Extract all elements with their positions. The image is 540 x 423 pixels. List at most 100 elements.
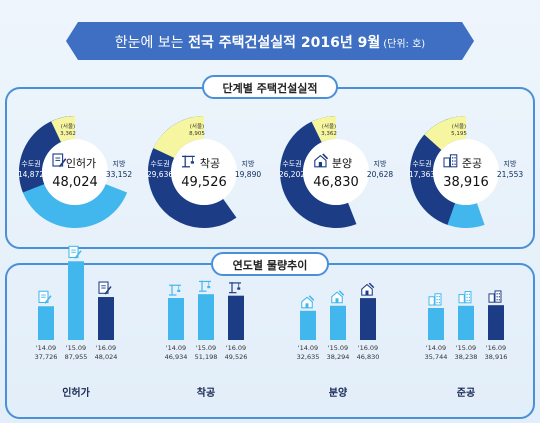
bar xyxy=(428,308,444,340)
bar-category: '14.09 xyxy=(426,344,446,352)
document-pen-icon xyxy=(38,290,52,304)
bar-value-label: 48,024 xyxy=(95,353,118,361)
seoul-label: (서울) xyxy=(452,122,466,130)
seoul-value: 8,905 xyxy=(189,131,205,137)
stage-title: 단계별 주택건설실적 xyxy=(223,81,318,95)
metro-value: 26,202 xyxy=(279,170,305,179)
title-banner: 한눈에 보는 전국 주택건설실적 2016년 9월 (단위: 호) xyxy=(66,22,474,60)
bar-category: '16.09 xyxy=(226,344,246,352)
bar-category: '16.09 xyxy=(96,344,116,352)
bar xyxy=(168,298,184,340)
local-value: 20,628 xyxy=(367,170,393,179)
bar-value-label: 87,955 xyxy=(65,353,88,361)
document-pen-icon xyxy=(52,153,67,168)
bar-value-label: 46,830 xyxy=(357,353,380,361)
metro-value: 29,636 xyxy=(147,170,173,179)
donut-label: 착공 xyxy=(200,157,220,170)
bar-group-label: 준공 xyxy=(457,387,475,399)
donut-slice-seoul xyxy=(424,116,466,150)
bar xyxy=(458,305,474,340)
local-label: 지방 xyxy=(242,159,255,168)
bar-value-label: 46,934 xyxy=(165,353,188,361)
donut-label: 준공 xyxy=(462,157,482,170)
document-pen-icon xyxy=(98,281,112,295)
bar-value-label: 49,526 xyxy=(225,353,248,361)
metro-value: 14,872 xyxy=(18,170,44,179)
donut-center xyxy=(171,139,237,205)
banner-prefix: 한눈에 보는 xyxy=(115,35,188,51)
bar-value-label: 51,198 xyxy=(195,353,218,361)
bar xyxy=(300,310,316,340)
bar-value-label: 37,726 xyxy=(35,353,58,361)
donut-total: 48,024 xyxy=(52,175,98,190)
bar-category: '14.09 xyxy=(166,344,186,352)
bar-group-label: 착공 xyxy=(197,386,215,399)
donut-2: 착공 49,526 수도권 29,636 지방 19,890 (서울)8,905 xyxy=(147,116,261,229)
donut-total: 46,830 xyxy=(313,175,359,190)
metro-label: 수도권 xyxy=(21,160,40,168)
metro-label: 수도권 xyxy=(150,160,169,168)
bar-category: '14.09 xyxy=(36,344,56,352)
donut-1: 인허가 48,024 수도권 14,872 지방 33,152 (서울)3,362 xyxy=(18,115,132,228)
bar-category: '15.09 xyxy=(456,344,476,352)
bar-group-label: 인허가 xyxy=(62,386,90,399)
donut-center xyxy=(303,139,369,205)
house-hammer-icon xyxy=(361,282,375,296)
trend-title-pill xyxy=(211,252,329,276)
bar-value-label: 32,635 xyxy=(297,353,320,361)
donut-label: 인허가 xyxy=(66,157,96,170)
donut-center xyxy=(433,139,499,205)
bar-value-label: 38,916 xyxy=(485,353,508,361)
donut-slice-metro xyxy=(410,116,466,225)
bar-value-label: 35,744 xyxy=(425,353,448,361)
metro-label: 수도권 xyxy=(282,160,301,168)
bar-value-label: 38,238 xyxy=(455,353,478,361)
donut-charts: 인허가48,024수도권14,872지방33,152(서울)3,362착공49,… xyxy=(18,115,523,229)
bar xyxy=(330,305,346,340)
seoul-value: 3,362 xyxy=(60,131,76,137)
bar-charts: '14.0937,726'15.0987,955'16.0948,024인허가'… xyxy=(35,245,508,399)
bar-category: '14.09 xyxy=(298,344,318,352)
bar-category: '15.09 xyxy=(328,344,348,352)
bar-value-label: 38,294 xyxy=(327,353,350,361)
buildings-icon xyxy=(488,290,502,303)
crane-icon xyxy=(199,280,211,292)
house-hammer-icon xyxy=(301,295,315,309)
local-label: 지방 xyxy=(504,159,517,168)
donut-3: 분양 46,830 수도권 26,202 지방 20,628 (서울)3,362 xyxy=(279,116,393,228)
crane-icon xyxy=(182,155,195,168)
bar xyxy=(228,295,244,340)
bar-group-label: 분양 xyxy=(329,387,348,399)
crane-icon xyxy=(169,284,181,296)
seoul-value: 3,362 xyxy=(321,131,337,137)
metro-value: 17,363 xyxy=(409,170,435,179)
stage-title-pill xyxy=(202,75,338,99)
seoul-label: (서울) xyxy=(61,122,75,130)
buildings-icon xyxy=(458,291,472,304)
bar-category: '16.09 xyxy=(358,344,378,352)
bar xyxy=(198,294,214,340)
local-label: 지방 xyxy=(113,159,126,168)
donut-slice-metro xyxy=(280,116,357,228)
banner-title: 한눈에 보는 전국 주택건설실적 2016년 9월 (단위: 호) xyxy=(115,34,426,51)
buildings-icon xyxy=(428,293,442,306)
bar xyxy=(38,306,54,340)
banner-shape xyxy=(66,22,474,60)
bar xyxy=(98,297,114,340)
metro-label: 수도권 xyxy=(412,160,431,168)
document-pen-icon xyxy=(68,245,82,259)
bar-category: '15.09 xyxy=(66,344,86,352)
local-value: 21,553 xyxy=(497,170,523,179)
bar xyxy=(488,305,504,340)
buildings-icon xyxy=(443,154,458,168)
house-hammer-icon xyxy=(331,290,345,304)
local-value: 19,890 xyxy=(235,170,261,179)
house-hammer-icon xyxy=(314,153,329,168)
banner-bold-title: 전국 주택건설실적 2016년 9월 xyxy=(188,34,380,51)
bar-category: '16.09 xyxy=(486,344,506,352)
